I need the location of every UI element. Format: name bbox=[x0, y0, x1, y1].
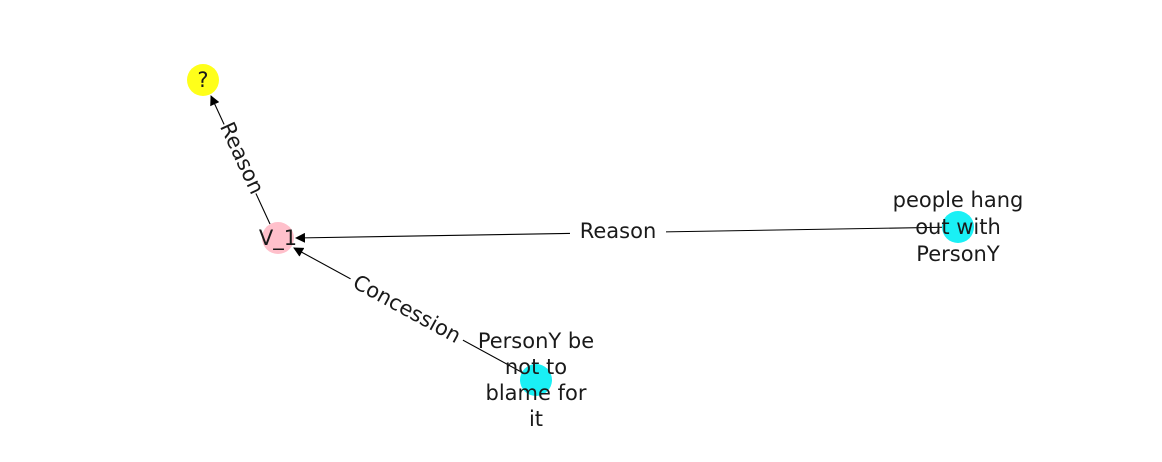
edge-label-reason: Reason bbox=[215, 118, 269, 198]
node-people-hang-out-line: people hang bbox=[893, 188, 1024, 212]
node-question-circle bbox=[187, 64, 219, 96]
edge-label-background bbox=[570, 217, 666, 245]
node-v1-circle bbox=[262, 222, 294, 254]
node-people-hang-out-line: PersonY bbox=[916, 242, 1000, 266]
node-persony-blame-line: blame for bbox=[486, 381, 587, 405]
node-persony-blame-circle bbox=[520, 364, 552, 396]
edge-v1-to-question: Reason bbox=[210, 95, 271, 225]
node-persony-blame-line: not to bbox=[505, 355, 567, 379]
edge-hang-out-to-v1: Reason bbox=[295, 217, 959, 245]
node-people-hang-out-circle bbox=[942, 211, 974, 243]
node-persony-blame-line: PersonY be bbox=[478, 329, 594, 353]
edge-label-background bbox=[344, 266, 470, 352]
node-persony-blame-line: it bbox=[529, 407, 543, 431]
node-people-hang-out-line: out with bbox=[915, 215, 1001, 239]
edge-label-reason: Reason bbox=[580, 219, 657, 243]
edge-label-concession: Concession bbox=[349, 270, 465, 348]
edge-label-background bbox=[213, 117, 271, 199]
node-question-label: ? bbox=[197, 68, 208, 92]
node-v1-label: V_1 bbox=[259, 226, 297, 251]
node-question: ? bbox=[187, 64, 219, 96]
edge-blame-to-v1: Concession bbox=[293, 247, 537, 381]
node-v1: V_1 bbox=[259, 222, 297, 254]
node-persony-blame: PersonY be not to blame for it bbox=[478, 329, 594, 431]
node-people-hang-out: people hang out with PersonY bbox=[893, 188, 1024, 266]
